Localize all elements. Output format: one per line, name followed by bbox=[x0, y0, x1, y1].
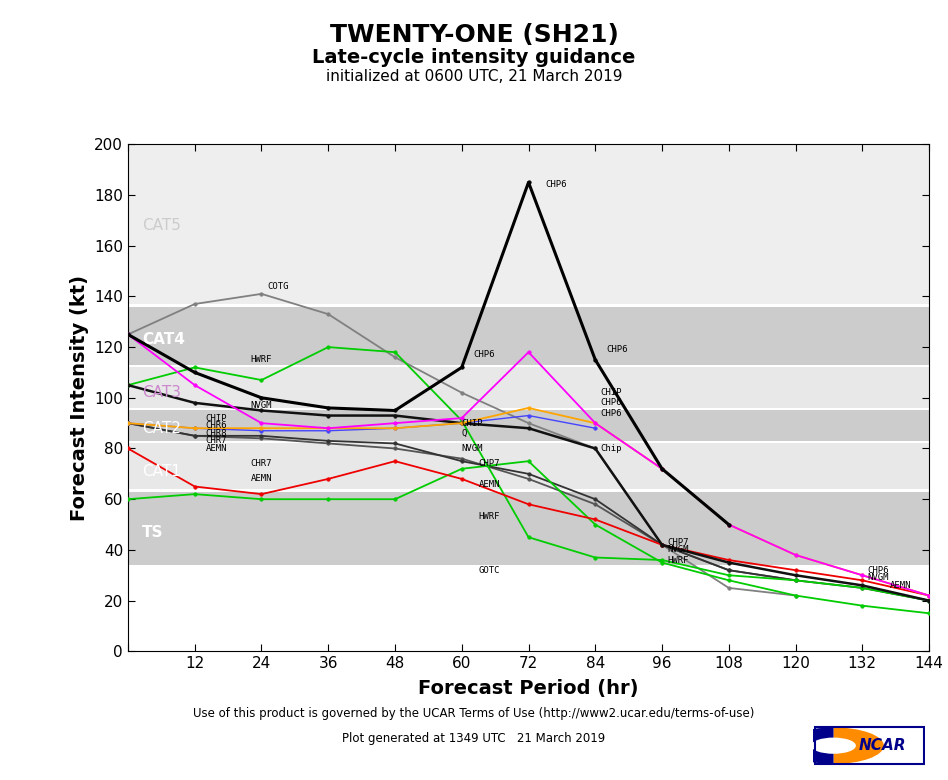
Text: CHR6: CHR6 bbox=[206, 421, 228, 431]
Bar bbox=[128, 307, 929, 365]
Text: CHP6: CHP6 bbox=[867, 566, 889, 575]
Text: CHP7: CHP7 bbox=[667, 538, 689, 547]
Text: CHIP: CHIP bbox=[601, 388, 622, 397]
Text: Use of this product is governed by the UCAR Terms of Use (http://www2.ucar.edu/t: Use of this product is governed by the U… bbox=[193, 707, 755, 721]
Text: NCAR: NCAR bbox=[859, 738, 906, 753]
Bar bbox=[128, 144, 929, 304]
Text: HWRF: HWRF bbox=[479, 512, 500, 522]
Text: initialized at 0600 UTC, 21 March 2019: initialized at 0600 UTC, 21 March 2019 bbox=[326, 69, 622, 83]
Text: NVGM: NVGM bbox=[867, 573, 889, 583]
Text: NVGM: NVGM bbox=[667, 545, 689, 555]
Text: TWENTY-ONE (SH21): TWENTY-ONE (SH21) bbox=[330, 23, 618, 48]
Wedge shape bbox=[783, 728, 833, 764]
Wedge shape bbox=[833, 728, 884, 764]
Text: CAT4: CAT4 bbox=[142, 332, 185, 347]
Text: CHP6: CHP6 bbox=[601, 409, 622, 417]
Text: AEMN: AEMN bbox=[206, 444, 228, 453]
Text: CAT1: CAT1 bbox=[142, 464, 181, 479]
Text: CHIP: CHIP bbox=[206, 413, 228, 423]
Text: CHR7: CHR7 bbox=[250, 459, 272, 468]
Text: CHR7: CHR7 bbox=[206, 437, 228, 445]
Text: GOTC: GOTC bbox=[479, 566, 500, 575]
Text: CHP6: CHP6 bbox=[607, 346, 628, 354]
Text: Q: Q bbox=[462, 429, 467, 438]
Text: CAT5: CAT5 bbox=[142, 218, 181, 233]
Text: Late-cycle intensity guidance: Late-cycle intensity guidance bbox=[312, 48, 636, 67]
Text: AEMN: AEMN bbox=[250, 474, 272, 484]
X-axis label: Forecast Period (hr): Forecast Period (hr) bbox=[418, 679, 639, 699]
Text: COTG: COTG bbox=[267, 282, 288, 291]
Text: NVGM: NVGM bbox=[250, 401, 272, 410]
Text: AEMN: AEMN bbox=[890, 581, 912, 590]
Text: CHR8: CHR8 bbox=[206, 429, 228, 438]
Bar bbox=[128, 367, 929, 408]
Text: AEMN: AEMN bbox=[479, 480, 500, 488]
Bar bbox=[128, 491, 929, 565]
Text: CHP6: CHP6 bbox=[545, 180, 567, 190]
Text: CHP6: CHP6 bbox=[601, 399, 622, 407]
Text: HWRF: HWRF bbox=[250, 356, 272, 364]
Y-axis label: Forecast Intensity (kt): Forecast Intensity (kt) bbox=[69, 275, 88, 521]
Text: NVGM: NVGM bbox=[462, 444, 483, 453]
Text: CAT2: CAT2 bbox=[142, 420, 181, 436]
Text: HWRF: HWRF bbox=[667, 555, 689, 565]
Bar bbox=[128, 410, 929, 441]
Text: CHP6: CHP6 bbox=[473, 350, 494, 360]
Text: Plot generated at 1349 UTC   21 March 2019: Plot generated at 1349 UTC 21 March 2019 bbox=[342, 732, 606, 745]
Text: TS: TS bbox=[142, 525, 163, 540]
Text: Chip: Chip bbox=[601, 444, 622, 453]
Text: CAT3: CAT3 bbox=[142, 385, 181, 400]
Text: CHIP: CHIP bbox=[462, 419, 483, 427]
Bar bbox=[128, 443, 929, 489]
Text: CHP7: CHP7 bbox=[479, 459, 500, 468]
